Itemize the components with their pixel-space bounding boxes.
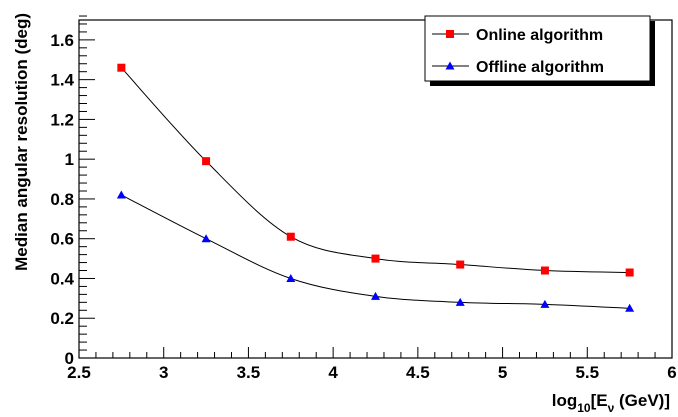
y-tick-label: 0.8 — [50, 190, 74, 209]
series-line — [121, 194, 630, 309]
x-tick-label: 4 — [328, 363, 338, 382]
y-tick-label: 1.6 — [50, 31, 74, 50]
legend: Online algorithm Offline algorithm — [424, 15, 655, 86]
data-point — [455, 297, 465, 306]
x-tick-label: 5.5 — [575, 363, 599, 382]
x-tick-label: 2.5 — [67, 363, 91, 382]
x-tick-label: 6 — [667, 363, 676, 382]
y-tick-label: 1 — [65, 150, 74, 169]
x-axis-title: log10[Eν (GeV)] — [552, 391, 670, 415]
series-1 — [116, 190, 635, 312]
legend-label: Online algorithm — [476, 27, 603, 44]
y-tick-label: 1.2 — [50, 110, 74, 129]
x-tick-label: 5 — [498, 363, 507, 382]
series-layer — [116, 63, 635, 312]
legend-label: Offline algorithm — [476, 59, 604, 76]
y-tick-label: 1.4 — [50, 71, 74, 90]
data-point — [625, 303, 635, 312]
data-point — [456, 260, 465, 269]
x-tick-label: 3.5 — [237, 363, 261, 382]
data-point — [117, 63, 126, 72]
plot-frame — [78, 19, 673, 359]
data-point — [202, 157, 211, 166]
data-point — [371, 254, 380, 263]
legend-box — [424, 15, 651, 82]
data-point — [286, 273, 296, 282]
legend-marker — [446, 30, 454, 38]
data-point — [625, 268, 634, 277]
data-point — [286, 232, 295, 241]
y-tick-label: 0 — [65, 349, 74, 368]
y-tick-label: 0.6 — [50, 230, 74, 249]
data-point — [540, 299, 550, 308]
y-tick-label: 0.4 — [50, 269, 74, 288]
data-point — [201, 234, 211, 243]
axes: 2.5 3 3.5 4 4.5 5 5.5 6 0 0.2 0.4 0.6 0.8 1 1.2 1.4 1.6 M… — [12, 13, 677, 415]
x-tick-label: 3 — [159, 363, 168, 382]
legend-marker — [445, 61, 455, 70]
data-point — [371, 291, 380, 300]
series-0 — [117, 63, 634, 277]
data-point — [540, 266, 549, 275]
y-axis-title: Median angular resolution (deg) — [12, 13, 31, 271]
data-point — [116, 190, 126, 199]
x-tick-label: 4.5 — [406, 363, 430, 382]
series-line — [120, 67, 630, 274]
y-tick-label: 0.2 — [50, 309, 74, 328]
